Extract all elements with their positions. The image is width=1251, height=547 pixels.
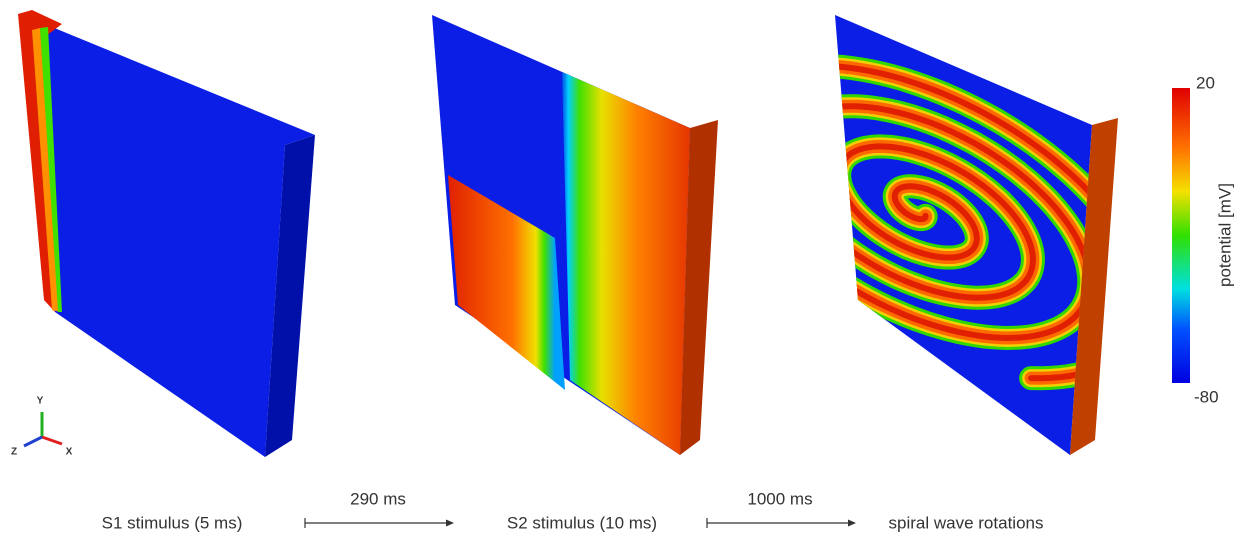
panel-label: S2 stimulus (10 ms): [507, 513, 657, 532]
axis-x-label: X: [66, 447, 73, 458]
slab-s2: [432, 15, 718, 455]
slab-spiral: [727, 15, 1146, 455]
colorbar-max: 20: [1196, 73, 1215, 92]
transition-label: 290 ms: [350, 489, 406, 508]
axis-z-label: Z: [11, 447, 17, 458]
axes-triad: Y X Z: [11, 396, 73, 458]
colorbar-title: potential [mV]: [1215, 183, 1234, 287]
slab-s1: [18, 10, 315, 457]
axis-y-label: Y: [37, 396, 44, 407]
transition-label: 1000 ms: [747, 489, 812, 508]
panel-label: spiral wave rotations: [889, 513, 1044, 532]
colorbar-min: -80: [1194, 387, 1219, 406]
colorbar: [1172, 88, 1190, 383]
figure: Y X Z 20 -80 potential [mV] S1 stimulus …: [0, 0, 1251, 547]
panel-label: S1 stimulus (5 ms): [102, 513, 243, 532]
